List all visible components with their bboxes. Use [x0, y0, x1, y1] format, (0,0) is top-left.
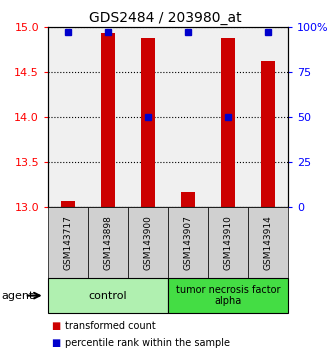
Bar: [141, 38, 155, 207]
Text: GSM143914: GSM143914: [263, 215, 272, 270]
Bar: [101, 33, 115, 207]
Text: percentile rank within the sample: percentile rank within the sample: [65, 338, 229, 348]
Text: transformed count: transformed count: [65, 321, 155, 331]
Text: GSM143717: GSM143717: [64, 215, 72, 270]
Text: tumor necrosis factor
alpha: tumor necrosis factor alpha: [176, 285, 280, 307]
Bar: [181, 192, 195, 207]
Text: ■: ■: [51, 338, 61, 348]
Text: GDS2484 / 203980_at: GDS2484 / 203980_at: [89, 11, 242, 25]
Text: GSM143900: GSM143900: [143, 215, 153, 270]
Bar: [61, 201, 75, 207]
Bar: [261, 61, 275, 207]
Text: GSM143898: GSM143898: [104, 215, 113, 270]
Text: agent: agent: [2, 291, 34, 301]
Text: GSM143910: GSM143910: [223, 215, 232, 270]
Bar: [221, 38, 235, 207]
Text: control: control: [89, 291, 127, 301]
Text: GSM143907: GSM143907: [183, 215, 193, 270]
Text: ■: ■: [51, 321, 61, 331]
